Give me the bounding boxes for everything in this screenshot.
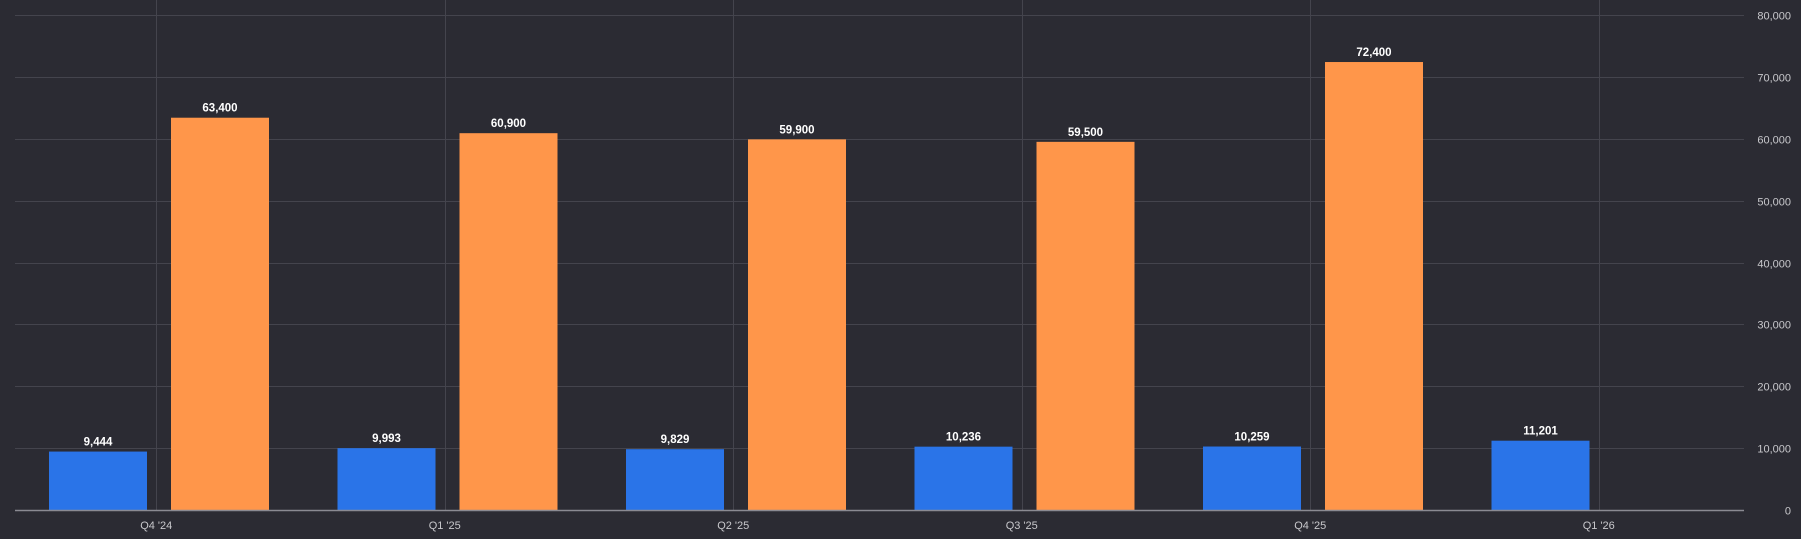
x-tick-label: Q1 '25 [429, 520, 461, 532]
bar-value-label: 9,444 [84, 437, 113, 449]
x-tick-label: Q2 '25 [717, 520, 749, 532]
axes: 0 10,000 20,000 30,000 40,000 50,000 60,000 70,… [15, 11, 1791, 532]
bar-series-2 [748, 139, 846, 510]
bar-value-label: 9,829 [661, 434, 690, 446]
bar-value-label: 10,259 [1234, 432, 1269, 444]
bar-series-1 [1203, 446, 1301, 510]
y-tick-label: 20,000 [1757, 382, 1791, 394]
bar-series-1 [626, 449, 724, 510]
bar-value-label: 60,900 [491, 118, 526, 130]
bar-series-2 [171, 117, 269, 511]
bars [49, 62, 1590, 511]
y-tick-label: 10,000 [1757, 444, 1791, 456]
bar-value-label: 72,400 [1356, 47, 1391, 59]
y-tick-label: 0 [1785, 506, 1791, 518]
bar-series-2 [1036, 141, 1135, 510]
y-tick-label: 40,000 [1757, 259, 1791, 271]
bar-value-label: 59,900 [779, 124, 814, 136]
x-tick-label: Q1 '26 [1583, 520, 1615, 532]
y-tick-label: 80,000 [1757, 11, 1791, 23]
x-tick-label: Q4 '24 [140, 520, 172, 532]
y-tick-label: 70,000 [1757, 73, 1791, 85]
bar-series-2 [1325, 62, 1423, 511]
bar-value-label: 63,400 [202, 103, 237, 115]
bar-value-label: 59,500 [1068, 127, 1103, 139]
y-tick-label: 50,000 [1757, 197, 1791, 209]
x-tick-label: Q4 '25 [1294, 520, 1326, 532]
bar-value-label: 9,993 [372, 433, 401, 445]
grid-lines [15, 0, 1744, 510]
bar-value-label: 11,201 [1523, 426, 1558, 438]
y-tick-label: 30,000 [1757, 320, 1791, 332]
bar-series-1 [337, 448, 436, 510]
x-tick-label: Q3 '25 [1006, 520, 1038, 532]
bar-value-label: 10,236 [946, 432, 981, 444]
bar-series-1 [1491, 440, 1590, 510]
data-labels: 9,444 9,993 9,829 10,236 10,259 11,201 63,400 6… [84, 47, 1559, 449]
bar-series-2 [459, 133, 558, 510]
bar-series-1 [914, 446, 1013, 510]
bar-series-1 [49, 451, 147, 510]
y-tick-label: 60,000 [1757, 135, 1791, 147]
